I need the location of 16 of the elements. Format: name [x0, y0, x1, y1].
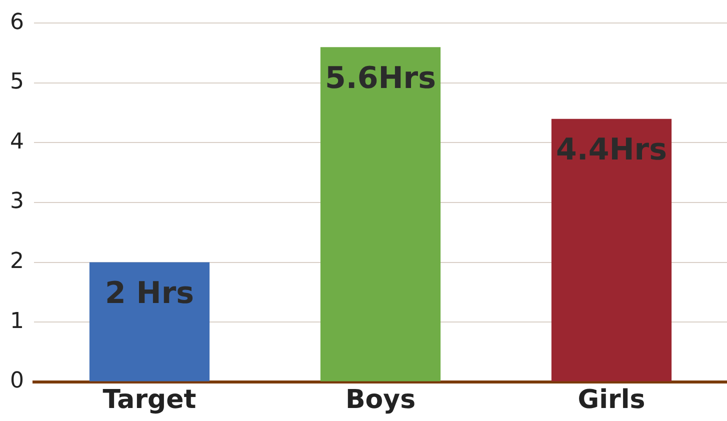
y-tick-label: 0 — [10, 368, 24, 394]
y-tick-label: 4 — [10, 129, 24, 154]
y-tick-label: 2 — [10, 248, 24, 274]
bar — [551, 118, 672, 382]
bar — [89, 262, 210, 382]
y-tick-label: 6 — [10, 10, 24, 35]
x-tick-label: Target — [102, 385, 196, 416]
y-tick-label: 5 — [10, 70, 24, 95]
bar — [320, 47, 441, 382]
x-tick-label: Girls — [578, 385, 646, 416]
x-tick-label: Boys — [345, 385, 416, 416]
y-tick-label: 1 — [10, 308, 24, 334]
data-label: 5.6Hrs — [325, 60, 436, 96]
data-label: 2 Hrs — [104, 276, 194, 312]
y-tick-label: 3 — [10, 189, 24, 214]
data-label: 4.4Hrs — [556, 132, 667, 168]
